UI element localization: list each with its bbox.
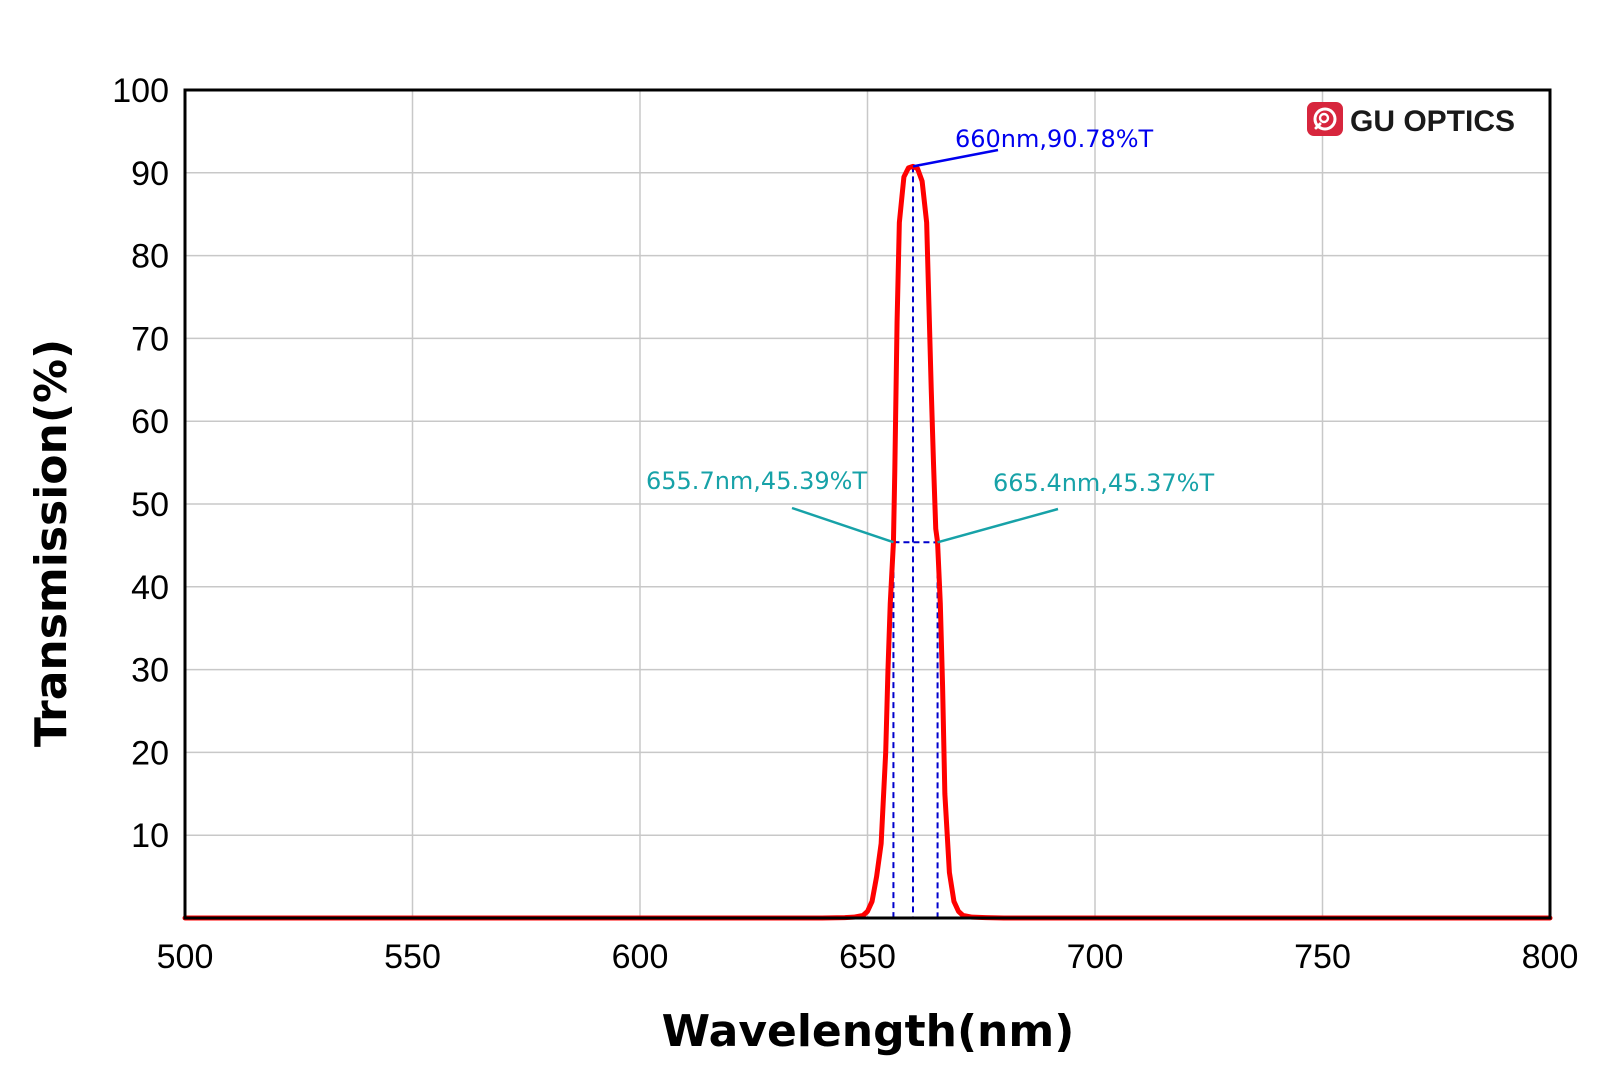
y-axis-label: Transmission(%)	[26, 339, 77, 747]
grid-lines	[185, 90, 1550, 918]
y-tick-label: 60	[131, 403, 169, 441]
fwhm-right-annotation-label: 665.4nm,45.37%T	[993, 469, 1214, 497]
x-tick-label: 800	[1522, 938, 1579, 976]
y-tick-label: 80	[131, 238, 169, 276]
x-tick-label: 750	[1294, 938, 1351, 976]
x-tick-label: 550	[384, 938, 441, 976]
x-tick-label: 600	[612, 938, 669, 976]
series-group	[182, 163, 1553, 921]
x-tick-label: 500	[157, 938, 214, 976]
plot-frame	[183, 88, 1552, 920]
peak-annotation-label: 660nm,90.78%T	[955, 125, 1154, 153]
y-tick-label: 40	[131, 569, 169, 607]
y-tick-label: 100	[112, 72, 169, 110]
fwhm-left-annotation-leader	[791, 506, 894, 544]
gu-optics-logo-icon	[1307, 102, 1343, 136]
y-tick-label: 90	[131, 155, 169, 193]
x-tick-label: 650	[839, 938, 896, 976]
guide-lines	[892, 166, 939, 918]
y-tick-label: 30	[131, 652, 169, 690]
fwhm-right-annotation-leader	[937, 507, 1059, 544]
tick-labels: 500 550 600 650 700 750 800 10 20 30 40 50 60 70 80 90 1…	[112, 72, 1578, 976]
brand-name: GU OPTICS	[1350, 105, 1515, 138]
peak-annotation-leader	[912, 148, 999, 168]
y-tick-label: 10	[131, 817, 169, 855]
y-tick-label: 70	[131, 320, 169, 358]
annotations: 660nm,90.78%T 655.7nm,45.39%T 665.4nm,45.3…	[646, 125, 1214, 544]
y-tick-label: 50	[131, 486, 169, 524]
x-tick-label: 700	[1067, 938, 1124, 976]
brand-logo: GU OPTICS	[1307, 102, 1515, 138]
y-tick-label: 20	[131, 734, 169, 772]
x-axis-label: Wavelength(nm)	[662, 1006, 1075, 1057]
fwhm-left-annotation-label: 655.7nm,45.39%T	[646, 467, 867, 495]
series-line-0	[182, 163, 1553, 921]
